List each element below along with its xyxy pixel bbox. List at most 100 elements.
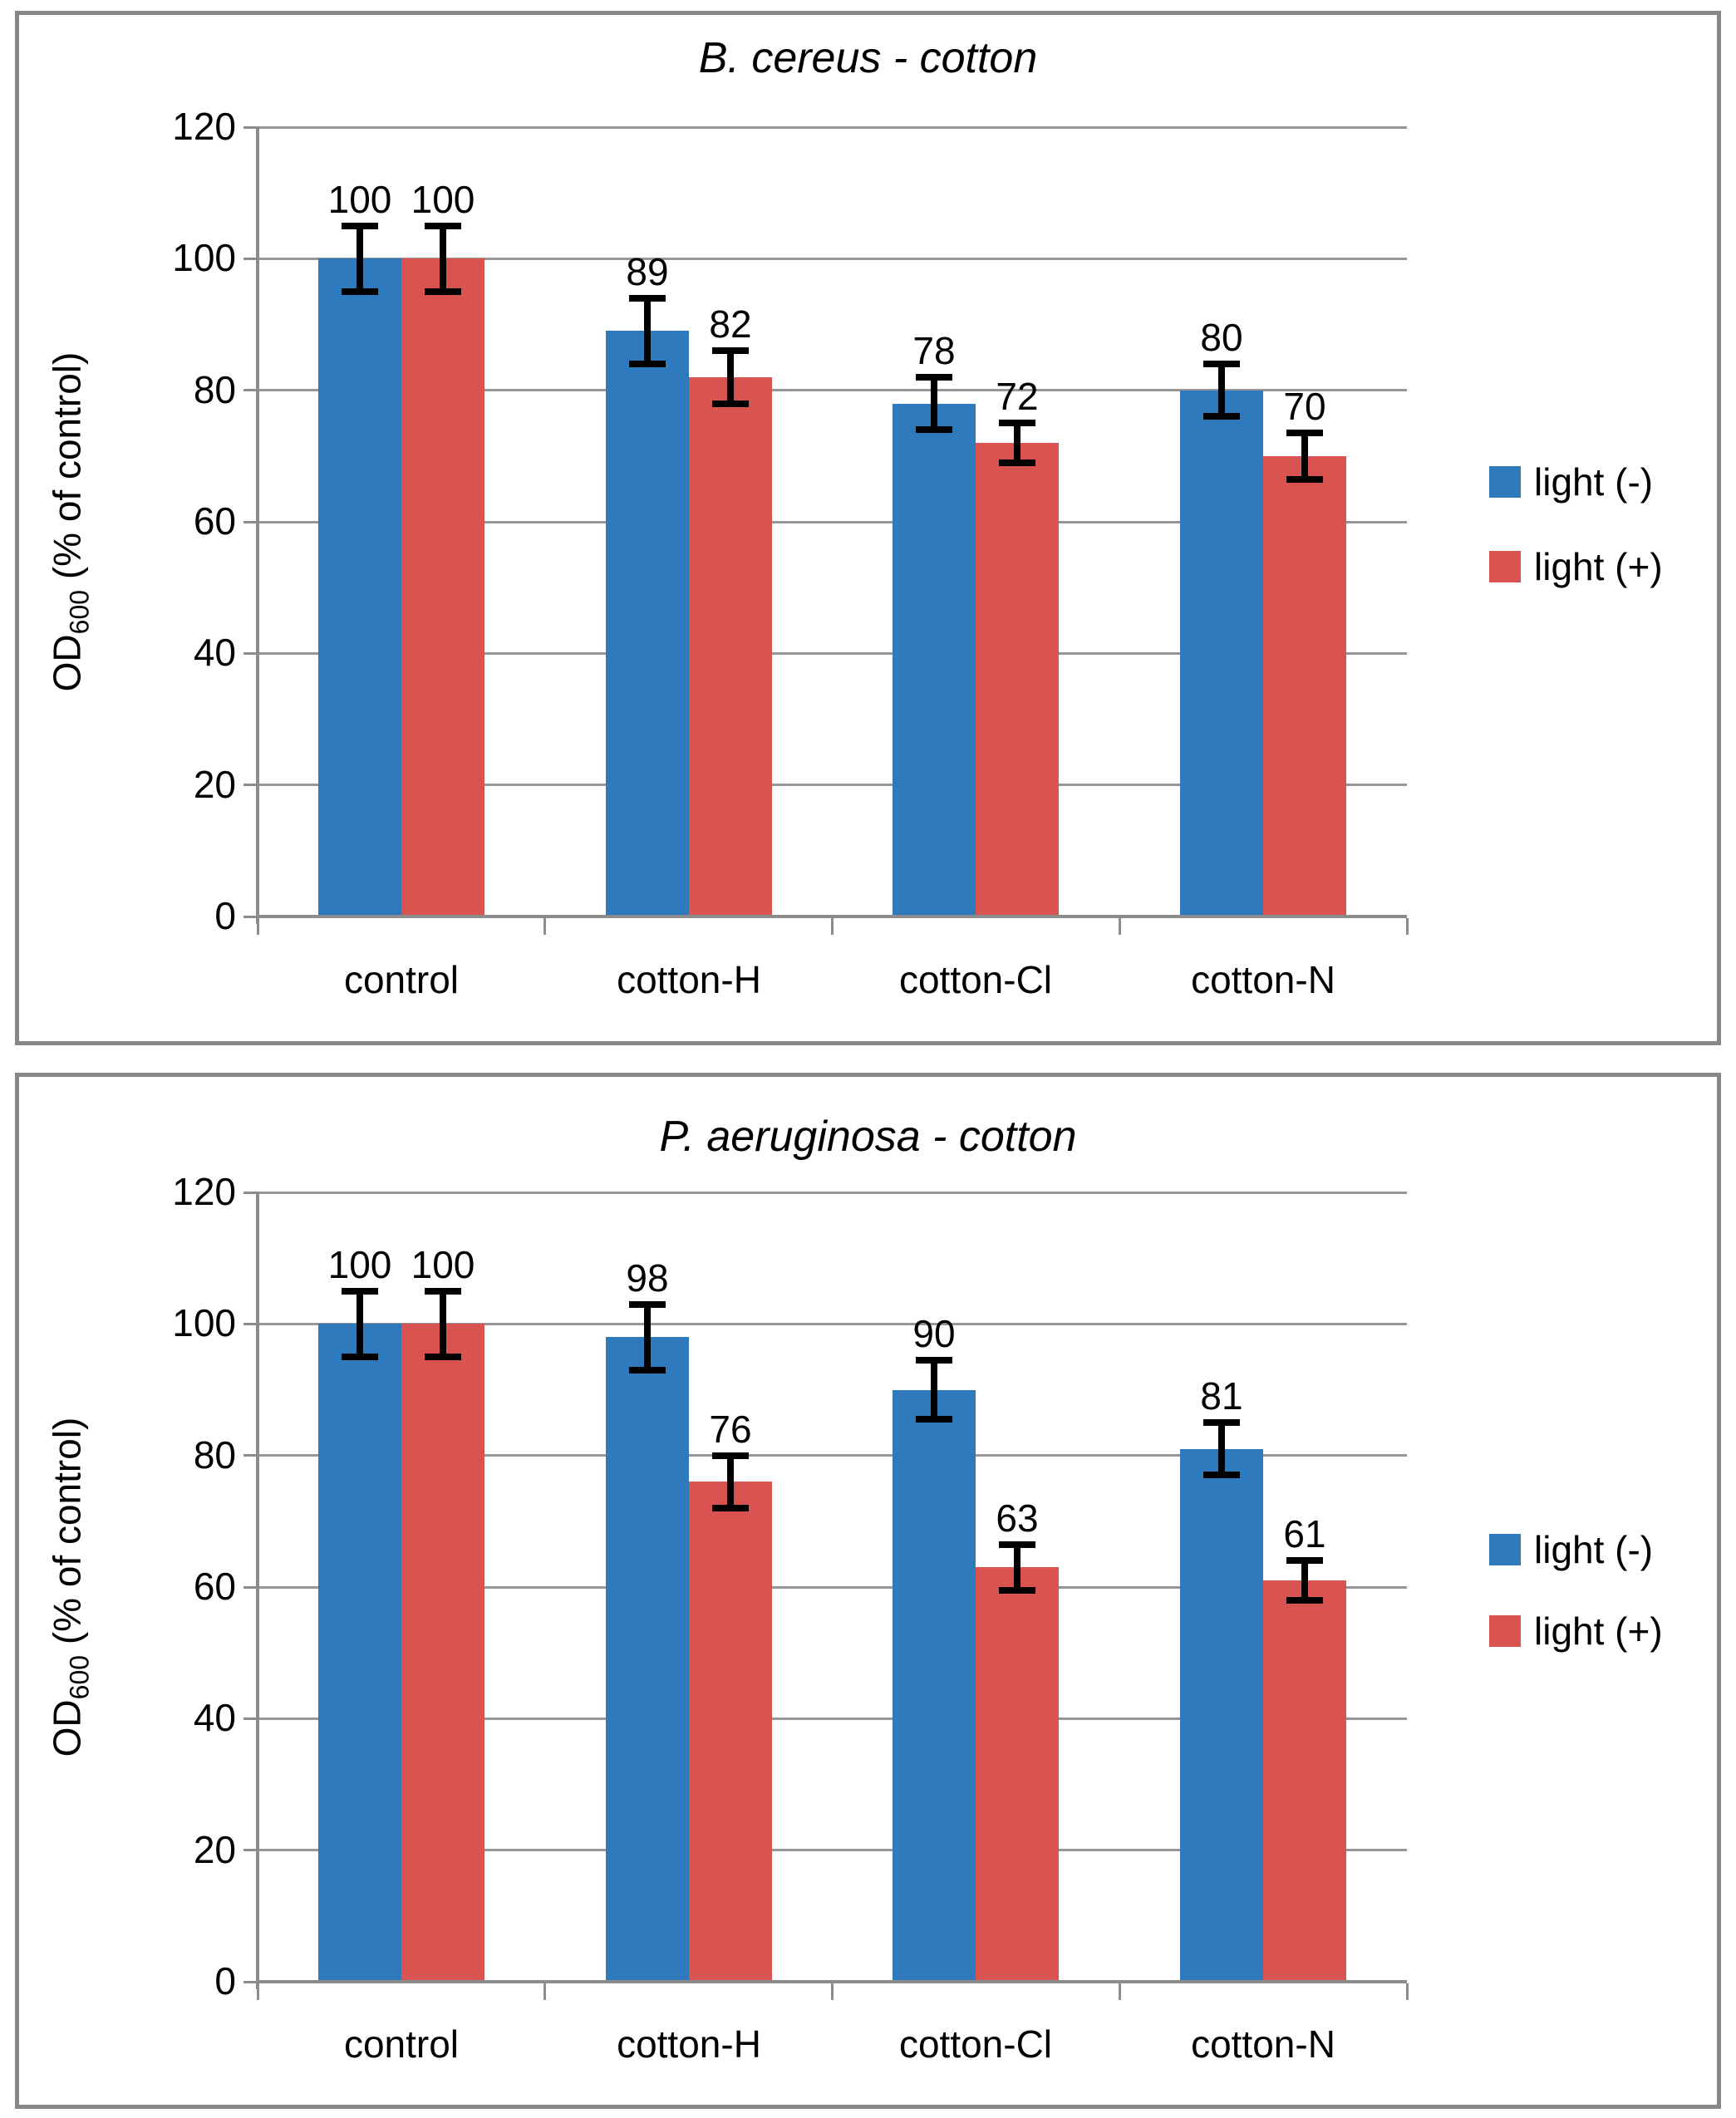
legend-swatch-light-plus-icon	[1489, 551, 1521, 582]
error-bar	[440, 226, 446, 292]
legend-swatch-light-minus-icon	[1489, 466, 1521, 498]
x-tick-mark	[543, 1983, 546, 2000]
x-tick-mark	[543, 918, 546, 935]
y-tick-label-100: 100	[172, 236, 236, 279]
legend-label-light-plus: light (+)	[1534, 1609, 1663, 1653]
x-tick-mark	[257, 918, 259, 935]
y-axis-title-subscript: 600	[64, 1654, 95, 1700]
error-cap-top	[999, 420, 1035, 426]
bar-light-plus-cotton-Cl	[976, 1567, 1059, 1982]
y-tick-mark	[243, 1323, 258, 1325]
error-cap-top	[1203, 361, 1240, 367]
error-bar	[1301, 433, 1308, 479]
y-tick-mark	[243, 258, 258, 260]
y-tick-mark	[243, 1586, 258, 1589]
bar-light-minus-cotton-N	[1180, 1449, 1263, 1982]
value-label: 63	[996, 1496, 1039, 1540]
error-cap-bottom	[1203, 1472, 1240, 1478]
bar-light-plus-cotton-H	[689, 377, 772, 916]
x-axis-line	[256, 1980, 1407, 1983]
error-bar	[931, 1360, 937, 1419]
error-cap-top	[342, 223, 378, 229]
y-tick-mark	[243, 1717, 258, 1720]
x-axis-line	[256, 915, 1407, 918]
value-label: 78	[912, 329, 956, 372]
x-tick-mark	[1119, 1983, 1121, 2000]
error-bar	[644, 298, 651, 364]
legend-label-light-minus: light (-)	[1534, 460, 1654, 504]
error-cap-bottom	[629, 1367, 666, 1374]
error-cap-top	[1203, 1419, 1240, 1426]
bar-light-minus-cotton-Cl	[893, 404, 976, 917]
legend-item-light-minus: light (-)	[1489, 460, 1654, 504]
error-cap-bottom	[999, 1587, 1035, 1594]
chart-title-p-aeruginosa: P. aeruginosa - cotton	[659, 1113, 1077, 1161]
x-tick-mark	[1406, 918, 1409, 935]
error-cap-top	[1286, 1557, 1323, 1564]
error-bar	[1301, 1560, 1308, 1600]
y-axis-title-top: OD600 (% of control)	[45, 352, 96, 692]
bar-light-minus-cotton-Cl	[893, 1390, 976, 1983]
error-cap-bottom	[712, 401, 749, 407]
y-axis-title-suffix: (% of control)	[45, 1417, 89, 1655]
y-tick-label-80: 80	[193, 368, 236, 411]
error-cap-bottom	[1286, 476, 1323, 483]
legend-label-light-minus: light (-)	[1534, 1528, 1654, 1571]
chart-panel-bottom	[15, 1073, 1721, 2109]
y-axis-title-subscript: 600	[64, 589, 95, 635]
value-label: 100	[327, 1243, 392, 1286]
error-bar	[727, 351, 734, 403]
y-axis-title-prefix: OD	[45, 634, 89, 692]
y-tick-label-80: 80	[193, 1433, 236, 1477]
y-tick-label-120: 120	[172, 105, 236, 148]
y-axis-line	[256, 1192, 259, 1989]
y-axis-line	[256, 126, 259, 924]
error-cap-bottom	[1203, 413, 1240, 420]
error-bar	[440, 1291, 446, 1357]
legend-swatch-light-plus-icon	[1489, 1615, 1521, 1647]
gridline-20	[258, 1849, 1407, 1851]
error-cap-top	[999, 1541, 1035, 1548]
error-cap-bottom	[425, 1354, 461, 1360]
error-cap-bottom	[425, 288, 461, 295]
gridline-100	[258, 1323, 1407, 1325]
x-tick-mark	[257, 1983, 259, 2000]
category-label-cotton-Cl: cotton-Cl	[898, 958, 1053, 1001]
chart-title-b-cereus: B. cereus - cotton	[698, 34, 1038, 82]
y-tick-label-100: 100	[172, 1301, 236, 1344]
gridline-40	[258, 652, 1407, 655]
category-label-cotton-H: cotton-H	[617, 958, 761, 1001]
error-cap-top	[712, 347, 749, 354]
x-tick-mark	[1119, 918, 1121, 935]
error-cap-bottom	[916, 1416, 952, 1423]
error-cap-bottom	[999, 459, 1035, 466]
value-label: 100	[327, 178, 392, 221]
bar-light-plus-cotton-Cl	[976, 443, 1059, 916]
bar-light-minus-cotton-N	[1180, 391, 1263, 916]
value-label: 100	[411, 178, 475, 221]
y-tick-label-120: 120	[172, 1170, 236, 1213]
category-label-control: control	[343, 958, 460, 1001]
y-tick-mark	[243, 1981, 258, 1983]
category-label-control: control	[343, 2022, 460, 2066]
error-bar	[357, 1291, 363, 1357]
legend-item-light-plus: light (+)	[1489, 1609, 1663, 1653]
y-tick-label-20: 20	[193, 763, 236, 806]
category-label-cotton-Cl: cotton-Cl	[898, 2022, 1053, 2066]
gridline-60	[258, 1586, 1407, 1589]
error-cap-top	[629, 295, 666, 302]
y-axis-title-prefix: OD	[45, 1699, 89, 1757]
error-cap-bottom	[342, 1354, 378, 1360]
y-tick-label-20: 20	[193, 1828, 236, 1871]
bar-light-minus-control	[318, 258, 401, 916]
legend-item-light-minus: light (-)	[1489, 1528, 1654, 1571]
error-bar	[1014, 423, 1020, 463]
y-tick-label-60: 60	[193, 1565, 236, 1608]
y-tick-mark	[243, 784, 258, 786]
gridline-40	[258, 1717, 1407, 1720]
value-label: 81	[1200, 1374, 1243, 1418]
category-label-cotton-N: cotton-N	[1191, 958, 1335, 1001]
error-cap-top	[425, 223, 461, 229]
bar-light-minus-cotton-H	[606, 331, 689, 916]
y-axis-title-bottom: OD600 (% of control)	[45, 1418, 96, 1757]
